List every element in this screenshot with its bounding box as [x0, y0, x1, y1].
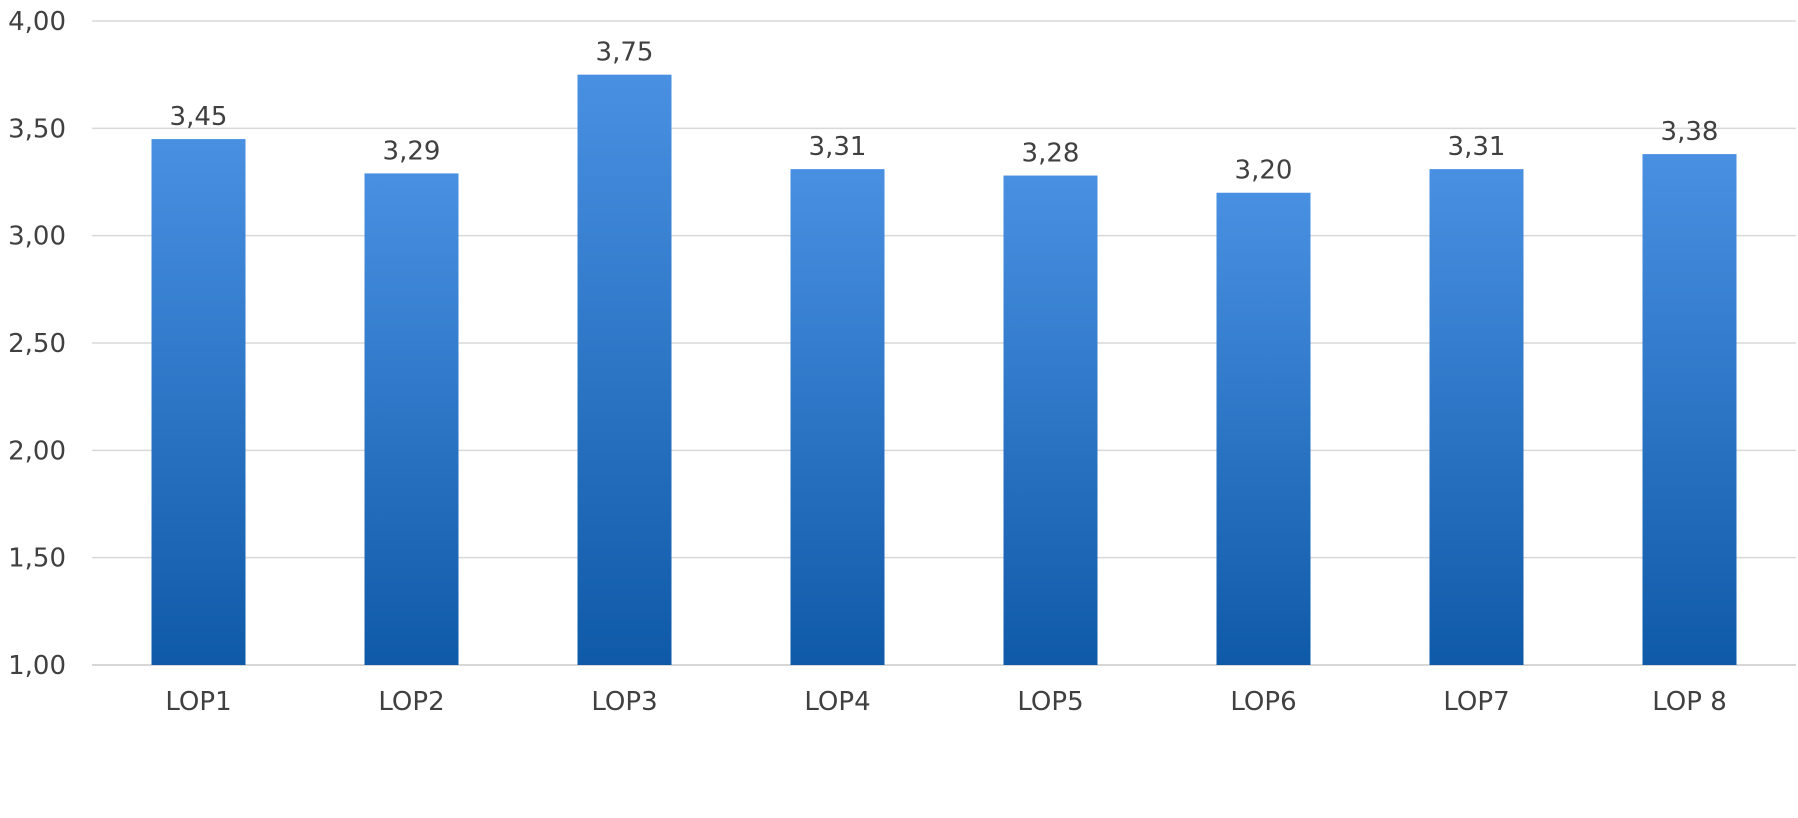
y-axis-tick-labels: 1,00 1,50 2,00 2,50 3,00 3,50 4,00: [8, 7, 66, 681]
bar-lop5: [1003, 175, 1098, 665]
y-tick-label: 1,00: [8, 651, 66, 681]
x-category-label: LOP7: [1443, 687, 1509, 717]
x-category-label: LOP1: [165, 687, 231, 717]
x-category-label: LOP 8: [1652, 687, 1727, 717]
y-tick-label: 4,00: [8, 7, 66, 37]
data-label: 3,29: [383, 136, 441, 166]
data-labels: 3,45 3,29 3,75 3,31 3,28 3,20 3,31 3,38: [170, 38, 1719, 186]
x-axis-category-labels: LOP1 LOP2 LOP3 LOP4 LOP5 LOP6 LOP7 LOP 8: [165, 687, 1726, 717]
data-label: 3,45: [170, 102, 228, 132]
x-category-label: LOP2: [378, 687, 444, 717]
bar-lop-8: [1642, 154, 1737, 666]
bar-lop2: [364, 173, 459, 665]
x-category-label: LOP3: [591, 687, 657, 717]
x-category-label: LOP5: [1017, 687, 1083, 717]
y-tick-label: 2,50: [8, 329, 66, 359]
data-label: 3,28: [1022, 139, 1080, 169]
x-category-label: LOP4: [804, 687, 870, 717]
bar-lop3: [577, 74, 672, 665]
bar-lop6: [1216, 192, 1311, 665]
y-tick-label: 1,50: [8, 544, 66, 574]
y-tick-label: 3,50: [8, 114, 66, 144]
bar-lop4: [790, 169, 885, 665]
y-tick-label: 2,00: [8, 436, 66, 466]
y-tick-label: 3,00: [8, 222, 66, 252]
bar-lop1: [151, 139, 246, 666]
data-label: 3,31: [1448, 132, 1506, 162]
data-label: 3,38: [1661, 117, 1719, 147]
bar-lop7: [1429, 169, 1524, 665]
data-label: 3,75: [596, 38, 654, 68]
gridlines: [92, 20, 1796, 666]
bars: [151, 74, 1737, 666]
x-category-label: LOP6: [1230, 687, 1296, 717]
data-label: 3,31: [809, 132, 867, 162]
data-label: 3,20: [1235, 156, 1293, 186]
